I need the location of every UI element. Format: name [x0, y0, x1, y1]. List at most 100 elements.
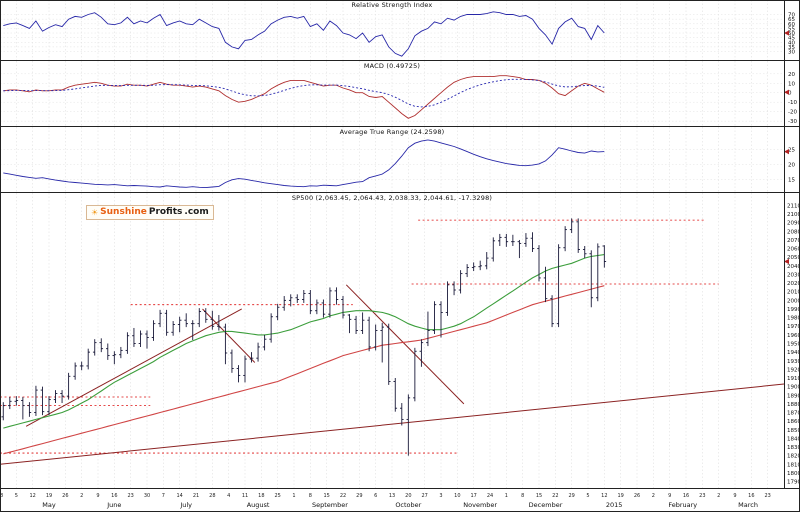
svg-text:15: 15: [536, 493, 542, 499]
svg-text:1960: 1960: [787, 333, 800, 339]
svg-text:October: October: [395, 501, 421, 509]
svg-text:1: 1: [292, 493, 295, 499]
svg-text:19: 19: [617, 493, 623, 499]
price-plot: 1790 1800 1810 1820 1830 1840 1850 1860 1870 1880…: [0, 193, 800, 489]
svg-text:8: 8: [521, 493, 524, 499]
svg-text:1800: 1800: [787, 471, 800, 477]
svg-text:9: 9: [96, 493, 99, 499]
svg-text:65: 65: [788, 17, 795, 23]
svg-text:2080: 2080: [787, 229, 800, 235]
svg-text:26: 26: [62, 493, 68, 499]
svg-text:15: 15: [788, 178, 795, 184]
x-axis-panel: 2851219262916233071421284111825181522296…: [0, 489, 800, 512]
svg-text:November: November: [463, 501, 497, 509]
svg-text:16: 16: [748, 493, 754, 499]
svg-text:55: 55: [788, 26, 795, 32]
svg-text:2100: 2100: [787, 212, 800, 218]
svg-text:1810: 1810: [787, 462, 800, 468]
svg-text:30: 30: [144, 493, 150, 499]
svg-text:-30: -30: [788, 119, 797, 125]
svg-text:29: 29: [568, 493, 574, 499]
svg-text:1930: 1930: [787, 359, 800, 365]
svg-text:0: 0: [788, 91, 792, 97]
svg-text:1940: 1940: [787, 350, 800, 356]
svg-text:2090: 2090: [787, 221, 800, 227]
svg-text:2110: 2110: [787, 203, 800, 209]
svg-text:1980: 1980: [787, 316, 800, 322]
svg-text:1890: 1890: [787, 393, 800, 399]
svg-text:45: 45: [788, 36, 795, 42]
svg-text:30: 30: [788, 50, 795, 56]
svg-text:28: 28: [0, 493, 3, 499]
svg-text:23: 23: [127, 493, 133, 499]
svg-text:1840: 1840: [787, 436, 800, 442]
svg-text:7: 7: [162, 493, 165, 499]
svg-text:1910: 1910: [787, 376, 800, 382]
sunshine-profits-logo[interactable]: ☀ Sunshine Profits .com: [86, 205, 214, 220]
svg-text:9: 9: [733, 493, 736, 499]
svg-text:17: 17: [470, 493, 476, 499]
svg-text:10: 10: [788, 81, 795, 87]
svg-text:12: 12: [29, 493, 35, 499]
svg-text:2: 2: [717, 493, 720, 499]
sun-icon: ☀: [91, 208, 99, 217]
svg-text:10: 10: [454, 493, 460, 499]
svg-text:2040: 2040: [787, 264, 800, 270]
svg-text:2: 2: [652, 493, 655, 499]
svg-text:25: 25: [274, 493, 280, 499]
svg-text:1920: 1920: [787, 367, 800, 373]
svg-text:70: 70: [788, 13, 795, 19]
svg-text:23: 23: [699, 493, 705, 499]
svg-text:1950: 1950: [787, 342, 800, 348]
svg-text:11: 11: [242, 493, 248, 499]
svg-text:22: 22: [340, 493, 346, 499]
svg-text:12: 12: [601, 493, 607, 499]
svg-text:2: 2: [80, 493, 83, 499]
svg-text:1830: 1830: [787, 445, 800, 451]
rsi-panel: 70 65 60 55 50 45 40 35 30 Relative Strength Ind…: [0, 0, 800, 61]
svg-text:1: 1: [505, 493, 508, 499]
svg-text:2015: 2015: [606, 501, 623, 509]
svg-text:4: 4: [227, 493, 230, 499]
svg-text:1870: 1870: [787, 411, 800, 417]
svg-text:60: 60: [788, 22, 795, 28]
svg-text:16: 16: [111, 493, 117, 499]
svg-text:20: 20: [788, 163, 795, 169]
svg-text:2060: 2060: [787, 247, 800, 253]
svg-text:20: 20: [788, 72, 795, 78]
svg-text:15: 15: [323, 493, 329, 499]
svg-text:March: March: [738, 501, 758, 509]
svg-text:-20: -20: [788, 110, 797, 116]
svg-text:5: 5: [586, 493, 589, 499]
svg-text:6: 6: [374, 493, 377, 499]
svg-text:September: September: [312, 501, 348, 509]
svg-text:21: 21: [193, 493, 199, 499]
svg-text:5: 5: [15, 493, 18, 499]
svg-text:1790: 1790: [787, 480, 800, 486]
svg-text:16: 16: [683, 493, 689, 499]
atr-plot: 25 20 15: [0, 127, 800, 193]
svg-text:14: 14: [176, 493, 182, 499]
svg-text:25: 25: [788, 148, 795, 154]
svg-text:40: 40: [788, 40, 795, 46]
svg-text:2020: 2020: [787, 281, 800, 287]
svg-text:1970: 1970: [787, 324, 800, 330]
svg-text:2010: 2010: [787, 290, 800, 296]
svg-text:June: June: [106, 501, 121, 509]
svg-text:29: 29: [356, 493, 362, 499]
svg-text:8: 8: [309, 493, 312, 499]
svg-text:February: February: [668, 501, 697, 509]
svg-text:December: December: [529, 501, 563, 509]
svg-text:24: 24: [487, 493, 493, 499]
svg-text:20: 20: [405, 493, 411, 499]
svg-text:3: 3: [439, 493, 442, 499]
svg-text:July: July: [179, 501, 192, 509]
svg-text:13: 13: [389, 493, 395, 499]
svg-text:1860: 1860: [787, 419, 800, 425]
svg-text:1900: 1900: [787, 385, 800, 391]
logo-text-com: .com: [184, 207, 209, 217]
svg-text:2050: 2050: [787, 255, 800, 261]
logo-text-sunshine: Sunshine: [100, 207, 147, 217]
